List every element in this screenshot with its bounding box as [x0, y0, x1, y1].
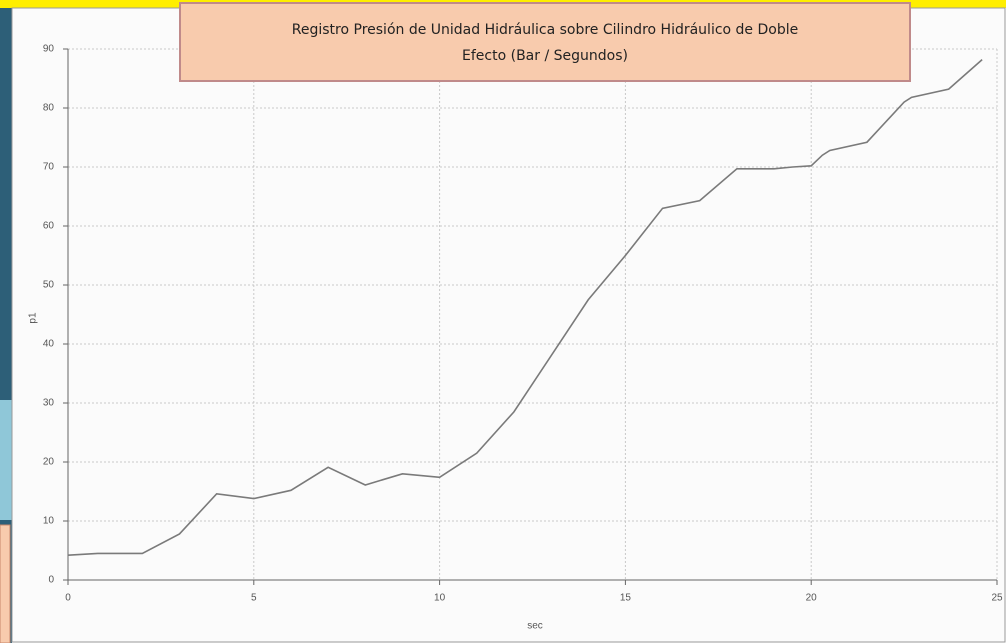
- side-box: [0, 525, 10, 643]
- x-tick-label: 15: [620, 593, 632, 604]
- y-tick-label: 60: [43, 221, 55, 232]
- y-tick-label: 50: [43, 280, 55, 291]
- y-tick-label: 30: [43, 398, 55, 409]
- chart-title: Registro Presión de Unidad Hidráulica so…: [292, 22, 798, 38]
- x-tick-label: 20: [806, 593, 818, 604]
- x-axis-label: sec: [527, 621, 543, 632]
- side-image-light: [0, 400, 12, 520]
- y-tick-label: 90: [43, 44, 55, 55]
- y-tick-label: 40: [43, 339, 55, 350]
- y-tick-label: 80: [43, 103, 55, 114]
- y-tick-label: 0: [48, 575, 54, 586]
- y-tick-label: 70: [43, 162, 55, 173]
- screen: 0 10 20 30 40 50 60 70 80 90 0 5 10 15 20 25 Registro P…: [0, 0, 1006, 643]
- title-box: [180, 3, 910, 81]
- x-tick-label: 0: [65, 593, 71, 604]
- x-tick-label: 10: [434, 593, 446, 604]
- chart-title: Efecto (Bar / Segundos): [462, 48, 628, 64]
- y-axis-label: p1: [28, 312, 39, 324]
- x-tick-label: 5: [251, 593, 257, 604]
- y-tick-label: 20: [43, 457, 55, 468]
- y-tick-label: 10: [43, 516, 55, 527]
- chart-frame: [12, 8, 1005, 642]
- x-tick-label: 25: [991, 593, 1003, 604]
